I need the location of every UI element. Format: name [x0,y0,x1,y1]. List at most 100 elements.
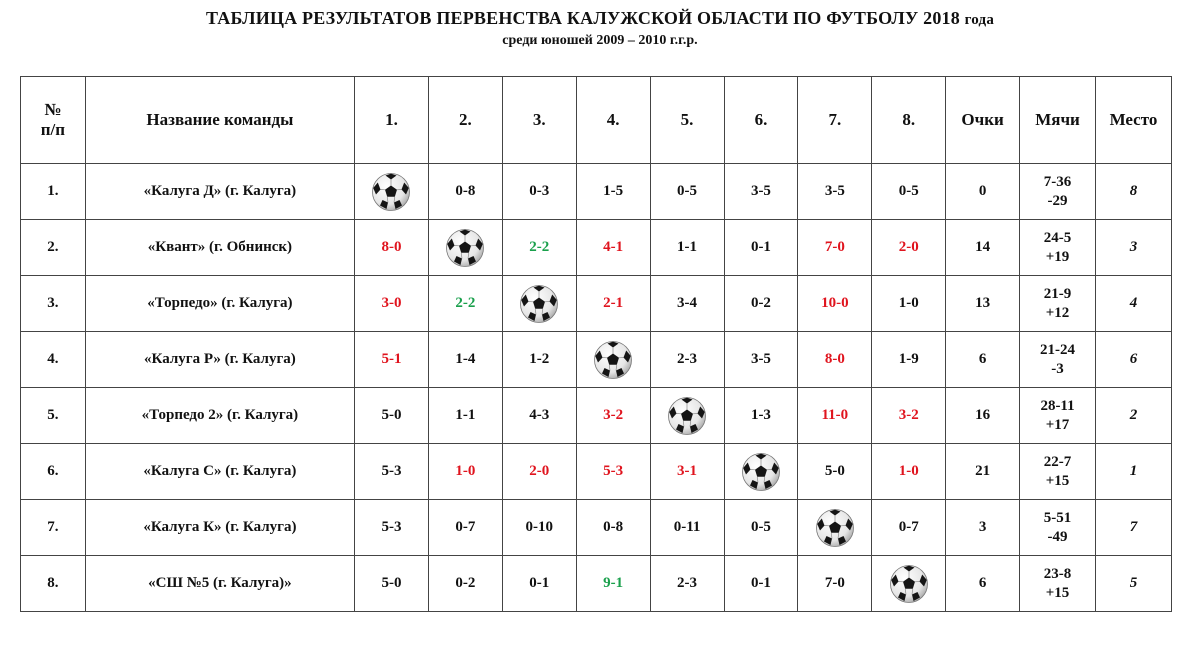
match-score: 1-4 [427,331,503,388]
header-team-name: Название команды [84,76,356,164]
match-score: 0-5 [871,163,947,220]
goals-cell: 22-7 +15 [1019,443,1096,500]
match-score: 2-1 [575,275,651,332]
team-name: «Калуга К» (г. Калуга) [84,499,356,556]
team-row: 6. «Калуга С» (г. Калуга) 5-3 1-0 2-0 5-3 3-1 5… [20,443,1173,500]
goals-ratio: 22-7 [1043,453,1072,470]
match-score: 0-1 [723,555,799,612]
soccer-ball-icon [593,340,633,380]
match-score: 2-3 [649,555,725,612]
goals-diff: -29 [1047,192,1068,209]
row-number: 7. [20,499,86,556]
match-score: 1-3 [723,387,799,444]
results-body: 1. «Калуга Д» (г. Калуга) 0-8 0-3 1-5 0-5 3-5 3… [20,163,1173,612]
match-score: 5-3 [354,499,429,556]
match-score: 1-9 [871,331,947,388]
place: 2 [1094,387,1173,444]
match-score: 3-0 [354,275,429,332]
soccer-ball-icon [741,452,781,492]
title-suffix: года [964,12,995,28]
soccer-ball-icon [889,564,929,604]
goals-cell: 21-24 -3 [1019,331,1096,388]
match-score: 0-8 [427,163,503,220]
match-score: 2-0 [871,219,947,276]
header-place: Место [1094,76,1173,164]
match-score: 5-0 [354,555,429,612]
team-row: 3. «Торпедо» (г. Калуга) 3-0 2-2 2-1 3-4 0-2 10… [20,275,1173,332]
match-score: 0-1 [723,219,799,276]
row-number: 6. [20,443,86,500]
match-score: 1-0 [871,443,947,500]
self-match-cell [649,387,725,444]
self-match-cell [723,443,799,500]
soccer-ball-icon [445,228,485,268]
match-score: 1-1 [427,387,503,444]
page-title: ТАБЛИЦА РЕЗУЛЬТАТОВ ПЕРВЕНСТВА КАЛУЖСКОЙ… [0,8,1200,29]
team-name: «Калуга Р» (г. Калуга) [84,331,356,388]
match-score: 4-3 [501,387,577,444]
page-subtitle: среди юношей 2009 – 2010 г.г.р. [502,33,698,48]
match-score: 2-2 [427,275,503,332]
match-score: 3-1 [649,443,725,500]
header-goals: Мячи [1019,76,1096,164]
match-score: 0-11 [649,499,725,556]
place: 1 [1094,443,1173,500]
match-score: 0-5 [723,499,799,556]
goals-ratio: 5-51 [1043,509,1072,526]
goals-cell: 28-11 +17 [1019,387,1096,444]
match-score: 5-3 [354,443,429,500]
match-score: 1-1 [649,219,725,276]
row-number: 2. [20,219,86,276]
match-score: 2-2 [501,219,577,276]
goals-ratio: 24-5 [1043,229,1072,246]
match-score: 1-0 [427,443,503,500]
match-score: 9-1 [575,555,651,612]
header-opponent-7: 7. [797,76,873,164]
match-score: 1-5 [575,163,651,220]
team-row: 5. «Торпедо 2» (г. Калуга) 5-0 1-1 4-3 3-2 1-3… [20,387,1173,444]
header-no-line2: п/п [40,120,66,139]
match-score: 2-0 [501,443,577,500]
goals-diff: +15 [1045,584,1070,601]
team-name: «Торпедо 2» (г. Калуга) [84,387,356,444]
header-points: Очки [945,76,1021,164]
team-row: 4. «Калуга Р» (г. Калуга) 5-1 1-4 1-2 2-3 3-5 8… [20,331,1173,388]
place: 5 [1094,555,1173,612]
goals-cell: 21-9 +12 [1019,275,1096,332]
match-score: 5-3 [575,443,651,500]
team-name: «Торпедо» (г. Калуга) [84,275,356,332]
goals-diff: +17 [1045,416,1070,433]
header-opponent-1: 1. [354,76,429,164]
self-match-cell [427,219,503,276]
goals-cell: 23-8 +15 [1019,555,1096,612]
place: 4 [1094,275,1173,332]
team-row: 7. «Калуга К» (г. Калуга) 5-3 0-7 0-10 0-8 0-1… [20,499,1173,556]
match-score: 1-2 [501,331,577,388]
team-row: 2. «Квант» (г. Обнинск) 8-0 2-2 4-1 1-1 0-1 7-0… [20,219,1173,276]
points: 21 [945,443,1021,500]
goals-diff: +12 [1045,304,1070,321]
goals-cell: 7-36 -29 [1019,163,1096,220]
row-number: 8. [20,555,86,612]
row-number: 4. [20,331,86,388]
points: 6 [945,555,1021,612]
goals-diff: -49 [1047,528,1068,545]
results-table: № п/п Название команды 1. 2. 3. 4. 5. 6. … [20,76,1173,612]
match-score: 0-2 [723,275,799,332]
match-score: 5-0 [797,443,873,500]
match-score: 5-1 [354,331,429,388]
points: 16 [945,387,1021,444]
row-number: 3. [20,275,86,332]
match-score: 3-5 [797,163,873,220]
match-score: 3-5 [723,331,799,388]
match-score: 7-0 [797,219,873,276]
header-opponent-8: 8. [871,76,947,164]
match-score: 7-0 [797,555,873,612]
points: 0 [945,163,1021,220]
match-score: 0-3 [501,163,577,220]
match-score: 4-1 [575,219,651,276]
goals-ratio: 21-9 [1043,285,1072,302]
goals-ratio: 21-24 [1040,341,1076,358]
goals-diff: -3 [1051,360,1064,377]
header-row: № п/п Название команды 1. 2. 3. 4. 5. 6. … [20,76,1173,164]
